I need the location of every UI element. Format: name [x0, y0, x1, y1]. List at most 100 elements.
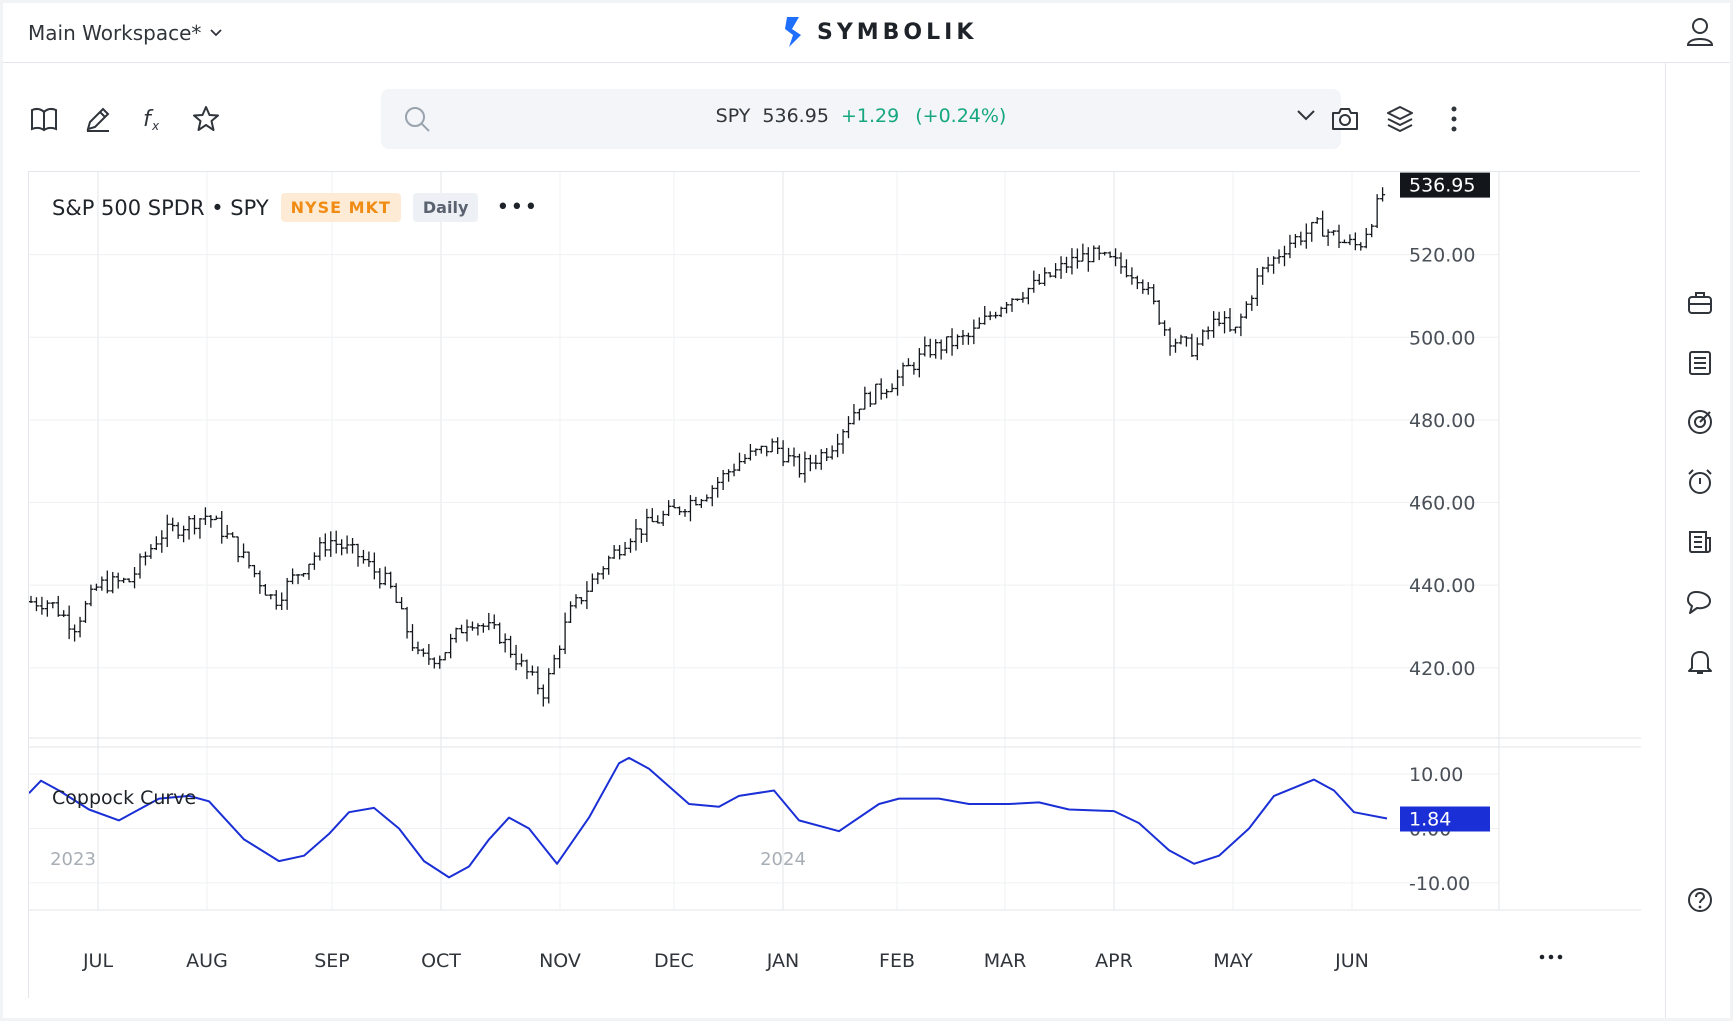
quote-symbol: SPY [715, 105, 751, 127]
ohlc-bar [780, 440, 786, 467]
ohlc-bar [971, 319, 977, 345]
ohlc-bar [230, 532, 236, 538]
ohlc-bar [1292, 234, 1298, 248]
ohlc-bar [1025, 287, 1031, 305]
help-icon[interactable] [1686, 886, 1714, 914]
ohlc-bar [497, 622, 503, 644]
ohlc-bar [273, 590, 279, 610]
time-axis-label: FEB [879, 950, 915, 972]
ohlc-bar [235, 536, 241, 563]
workspace-selector[interactable]: Main Workspace* [28, 21, 223, 45]
time-axis-label: APR [1095, 950, 1133, 972]
ohlc-bar [126, 578, 132, 583]
ohlc-bar [382, 566, 388, 586]
ohlc-bar [813, 454, 819, 470]
briefcase-icon[interactable] [1686, 289, 1714, 317]
ohlc-bar [878, 378, 884, 400]
ohlc-bar [208, 515, 214, 528]
ohlc-bar [1047, 272, 1053, 278]
time-axis-label: AUG [186, 950, 228, 972]
quote-summary: SPY 536.95 +1.29 (+0.24%) [381, 105, 1341, 127]
bell-icon[interactable] [1686, 648, 1714, 676]
ohlc-bar [1238, 313, 1244, 337]
ohlc-bar [1200, 329, 1206, 346]
ohlc-bar [1167, 327, 1173, 356]
pencil-icon[interactable] [83, 104, 113, 134]
ohlc-bar [753, 448, 759, 456]
target-icon[interactable] [1686, 408, 1714, 436]
ohlc-bar [469, 621, 475, 631]
more-vertical-icon[interactable] [1439, 104, 1469, 134]
price-axis-label: 480.00 [1409, 410, 1475, 432]
ohlc-bar [818, 449, 824, 470]
ohlc-bar [197, 517, 203, 539]
ohlc-bar [1036, 273, 1042, 285]
chart-panel[interactable]: 420.00 440.00 460.00 480.00 500.00 520.00 10.0… [28, 171, 1641, 999]
list-icon[interactable] [1686, 349, 1714, 377]
ohlc-bar [486, 612, 492, 631]
ohlc-bar [279, 592, 285, 610]
ohlc-bar [1369, 223, 1375, 238]
ohlc-bar [1074, 248, 1080, 269]
ohlc-bar [1276, 249, 1282, 264]
ohlc-bar [1298, 231, 1304, 246]
ohlc-bar [99, 576, 105, 591]
news-icon[interactable] [1686, 528, 1714, 556]
ohlc-bar [1162, 320, 1168, 336]
ohlc-bar [1325, 229, 1331, 246]
star-icon[interactable] [191, 104, 221, 134]
ohlc-bar [1004, 301, 1010, 314]
ohlc-bar [889, 383, 895, 393]
ohlc-bar [1183, 336, 1189, 347]
ohlc-bar [796, 453, 802, 478]
workspace-name: Main Workspace* [28, 21, 202, 45]
ohlc-bar [77, 616, 83, 638]
ohlc-bar [551, 654, 557, 675]
indicator-axis-label: -10.00 [1409, 873, 1470, 895]
ohlc-bar [148, 544, 154, 559]
ohlc-bar [360, 549, 366, 564]
book-icon[interactable] [29, 104, 59, 134]
camera-icon[interactable] [1330, 104, 1360, 134]
chat-icon[interactable] [1686, 588, 1714, 616]
ohlc-bar [715, 477, 721, 498]
ohlc-bar [513, 644, 519, 671]
interval-badge[interactable]: Daily [412, 193, 479, 222]
price-axis-label: 520.00 [1409, 245, 1475, 267]
ohlc-bar [1352, 232, 1358, 251]
price-chart[interactable]: 420.00 440.00 460.00 480.00 500.00 520.00 10.0… [29, 172, 1641, 999]
ohlc-bar [775, 437, 781, 455]
user-icon[interactable] [1686, 17, 1714, 47]
ohlc-bar [388, 571, 394, 589]
ohlc-bar [1249, 295, 1255, 311]
ohlc-bar [949, 328, 955, 356]
axis-more-button[interactable] [1539, 954, 1563, 960]
indicator-value-label: 1.84 [1409, 809, 1451, 831]
ohlc-bar [175, 522, 181, 539]
function-icon[interactable]: f x [137, 104, 167, 134]
chart-options-button[interactable]: ••• [496, 195, 539, 220]
layers-icon[interactable] [1385, 104, 1415, 134]
alarm-icon[interactable] [1686, 468, 1714, 496]
last-price-tag: 536.95 [1400, 172, 1490, 198]
indicator-axis-label: 10.00 [1409, 764, 1463, 786]
ohlc-bar [355, 543, 361, 567]
chevron-down-icon[interactable] [1295, 107, 1317, 123]
ohlc-bar [955, 334, 960, 350]
ohlc-bar [535, 666, 541, 695]
ohlc-bar [137, 553, 143, 579]
ohlc-bar [862, 386, 868, 410]
ohlc-bar [617, 545, 623, 560]
ohlc-bar [824, 448, 830, 462]
price-axis-label: 440.00 [1409, 575, 1475, 597]
ohlc-bar [933, 339, 939, 359]
ohlc-bar [1194, 337, 1200, 361]
time-axis-label: JUL [82, 950, 114, 972]
symbol-search[interactable]: SPY 536.95 +1.29 (+0.24%) [381, 89, 1341, 149]
ohlc-bar [867, 391, 873, 407]
ohlc-bar [982, 305, 988, 325]
ohlc-bar [459, 624, 465, 634]
ohlc-bar [938, 339, 944, 360]
ohlc-bar [622, 541, 628, 556]
chart-title: S&P 500 SPDR • SPY [52, 195, 269, 220]
